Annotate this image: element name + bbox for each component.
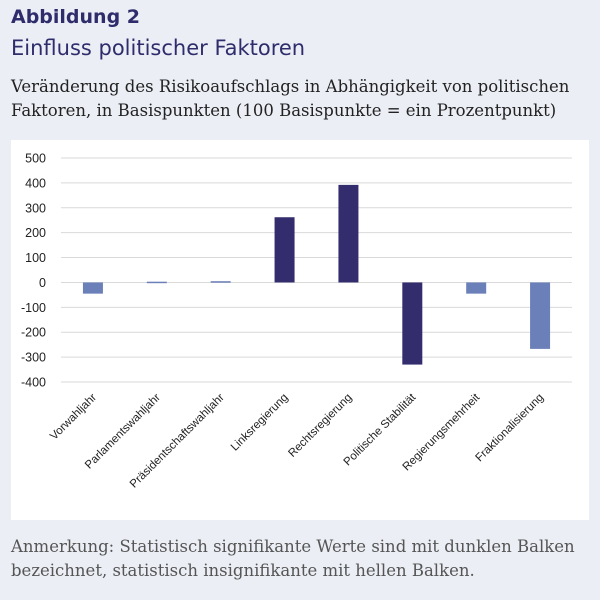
- chart-note: Anmerkung: Statistisch signifikante Wert…: [11, 537, 575, 580]
- y-tick-label: 0: [39, 276, 46, 290]
- y-tick-label: 100: [25, 251, 46, 265]
- chart-title: Einfluss politischer Faktoren: [11, 36, 306, 60]
- bar-chart: -400 -300 -200 -100 0 100 200 300 400 500 Vorwahlj…: [21, 152, 572, 491]
- y-tick-label: 200: [25, 226, 46, 240]
- y-tick-label: 300: [25, 201, 46, 215]
- bar: [82, 282, 103, 294]
- bar: [210, 281, 231, 283]
- x-tick-label: Rechtsregierung: [286, 392, 354, 460]
- x-tick-label: Fraktionalisierung: [474, 392, 547, 465]
- y-tick-label: -400: [21, 376, 46, 390]
- bar: [146, 281, 167, 284]
- bar: [530, 282, 551, 349]
- y-tick-label: 400: [25, 176, 46, 190]
- y-tick-label: -300: [21, 351, 46, 365]
- x-tick-label: Vorwahljahr: [48, 392, 99, 443]
- y-tick-label: -200: [21, 326, 46, 340]
- bar: [466, 282, 487, 294]
- x-tick-label: Linksregierung: [229, 392, 291, 454]
- chart-subtitle: Veränderung des Risikoaufschlags in Abhä…: [11, 77, 570, 120]
- plot-panel: -400 -300 -200 -100 0 100 200 300 400 500 Vorwahlj…: [11, 140, 589, 520]
- bar: [338, 184, 359, 283]
- figure-label: Abbildung 2: [11, 6, 141, 28]
- y-tick-label: 500: [25, 152, 46, 166]
- bar: [274, 217, 295, 283]
- y-tick-label: -100: [21, 301, 46, 315]
- bar: [402, 282, 423, 365]
